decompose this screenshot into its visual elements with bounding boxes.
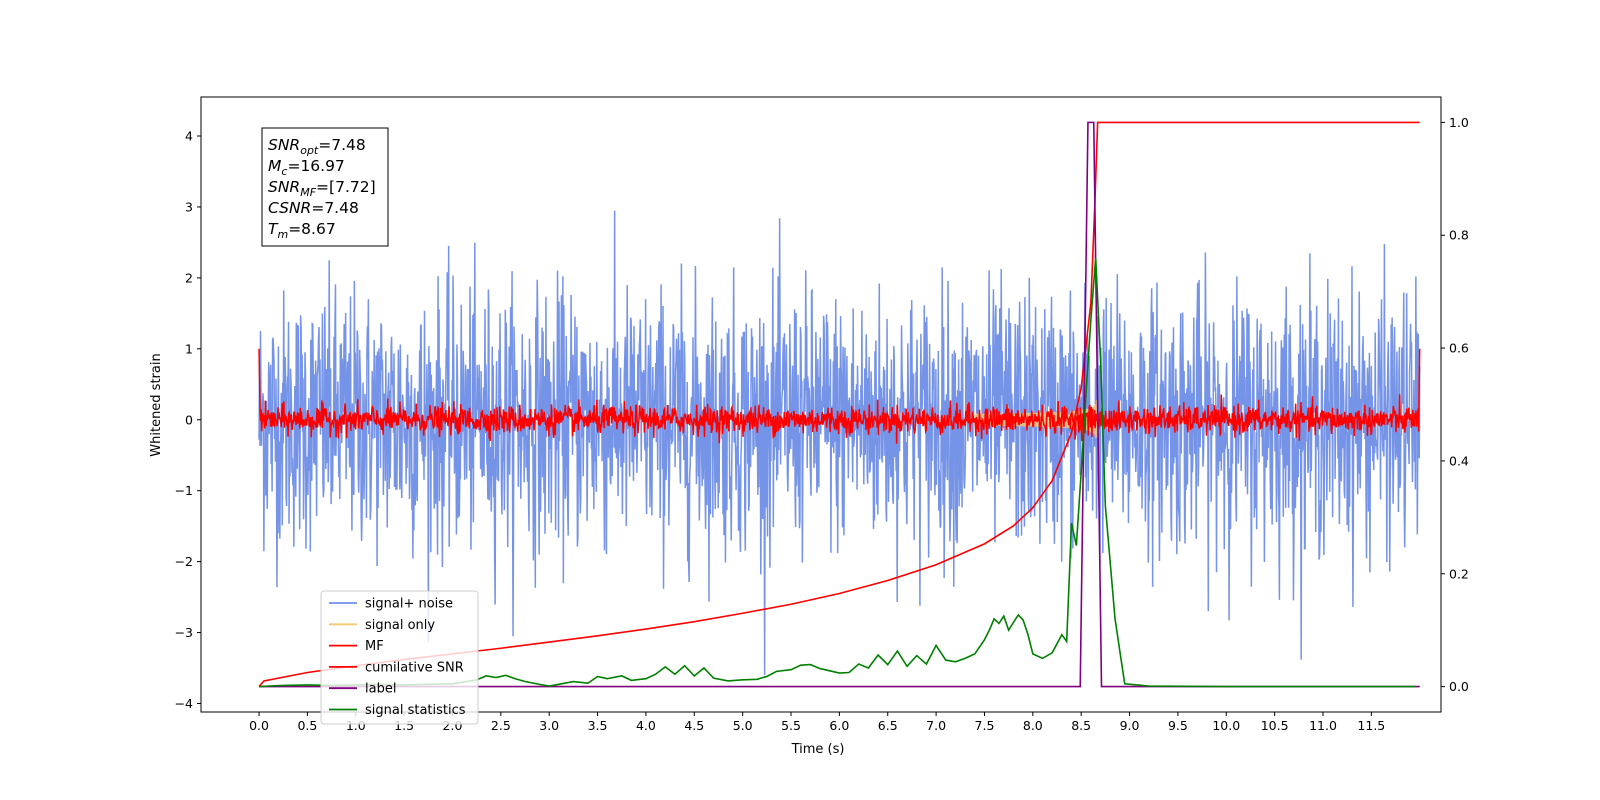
- x-tick-label: 4.5: [684, 718, 704, 733]
- legend-frame: [320, 590, 479, 725]
- x-tick-label: 5.5: [781, 718, 801, 733]
- legend-entry-label: signal statistics: [365, 703, 466, 718]
- legend-entry-label: signal+ noise: [365, 597, 453, 612]
- x-tick-label: 9.0: [1120, 718, 1140, 733]
- y-tick-label: 1: [185, 341, 193, 356]
- legend: signal+ noise signal only MF cumilative SNR…: [320, 590, 479, 725]
- x-axis-label: Time (s): [791, 742, 845, 757]
- legend-entry-label: MF: [365, 639, 384, 654]
- y2-tick-label: 0.6: [1449, 341, 1469, 356]
- x-tick-label: 10.5: [1261, 718, 1289, 733]
- y-axis-left: −4 −3 −2 −1 0 1 2 3 4: [175, 129, 201, 711]
- x-tick-label: 4.0: [636, 718, 656, 733]
- x-tick-label: 0.5: [297, 718, 317, 733]
- x-tick-label: 5.0: [733, 718, 753, 733]
- y-tick-label: −1: [175, 483, 193, 498]
- annotation-line: Mc=16.97: [268, 157, 345, 178]
- x-tick-label: 3.5: [588, 718, 608, 733]
- series-signal-statistics-line: [258, 257, 1415, 688]
- y2-tick-label: 1.0: [1449, 115, 1469, 130]
- y2-tick-label: 0.4: [1449, 453, 1469, 468]
- legend-entry-label: cumilative SNR: [365, 660, 464, 675]
- y-tick-label: −4: [175, 696, 193, 711]
- annotation-line: Tm=8.67: [268, 220, 336, 241]
- x-tick-label: 6.5: [878, 718, 898, 733]
- annotation-frame: [261, 127, 389, 247]
- x-tick-label: 0.0: [249, 718, 269, 733]
- annotation-line: CSNR=7.48: [268, 199, 359, 217]
- x-tick-label: 8.5: [1071, 718, 1091, 733]
- x-tick-label: 11.0: [1309, 718, 1337, 733]
- x-tick-label: 8.0: [1023, 718, 1043, 733]
- legend-entry-label: signal only: [365, 618, 435, 633]
- x-tick-label: 3.0: [539, 718, 559, 733]
- y-tick-label: −2: [175, 554, 193, 569]
- y-axis-label: Whitened strain: [149, 353, 164, 456]
- x-tick-label: 7.5: [975, 718, 995, 733]
- annotation-box: SNRopt=7.48Mc=16.97SNRMF=[7.72]CSNR=7.48…: [261, 127, 389, 247]
- series-mf-line: [258, 348, 1421, 444]
- annotation-line: SNRMF=[7.72]: [268, 178, 376, 199]
- y2-tick-label: 0.2: [1449, 566, 1469, 581]
- y-axis-right: 0.0 0.2 0.4 0.6 0.8 1.0: [1441, 115, 1469, 694]
- annotation-line: SNRopt=7.48: [268, 136, 366, 157]
- y-tick-label: 4: [185, 129, 193, 144]
- y-tick-label: 2: [185, 270, 193, 285]
- x-tick-label: 2.5: [491, 718, 511, 733]
- x-tick-label: 11.5: [1357, 718, 1385, 733]
- y2-tick-label: 0.8: [1449, 228, 1469, 243]
- y-tick-label: −3: [175, 625, 193, 640]
- y-tick-label: 0: [185, 412, 193, 427]
- x-tick-label: 9.5: [1168, 718, 1188, 733]
- x-tick-label: 10.0: [1212, 718, 1240, 733]
- legend-entry-label: label: [365, 682, 396, 697]
- y-tick-label: 3: [185, 199, 193, 214]
- y2-tick-label: 0.0: [1449, 679, 1469, 694]
- x-tick-label: 6.0: [829, 718, 849, 733]
- x-tick-label: 7.0: [926, 718, 946, 733]
- axes-frame: [200, 96, 1442, 713]
